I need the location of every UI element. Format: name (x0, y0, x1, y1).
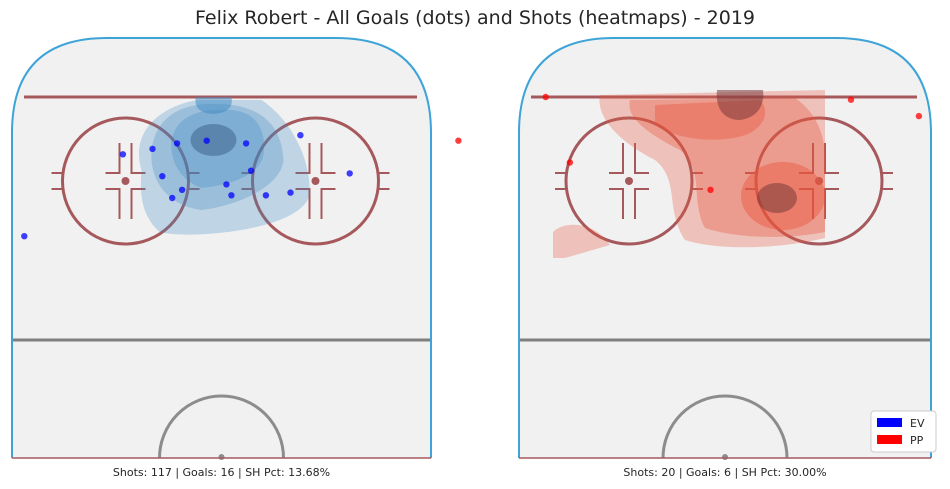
legend-label-pp: PP (910, 434, 924, 447)
heat-level-2 (151, 103, 284, 210)
chart-title: Felix Robert - All Goals (dots) and Shot… (195, 7, 755, 29)
goal-point (707, 186, 714, 193)
goal-point (346, 170, 353, 177)
goals-pp (455, 93, 923, 193)
faceoff-marking (799, 188, 814, 219)
goal-point (262, 192, 270, 199)
heat-level-1 (138, 100, 310, 235)
ice-surface (12, 38, 431, 458)
heat-level-4b (757, 183, 797, 213)
faceoff-circle (564, 116, 694, 246)
shot-heatmap-ev (138, 97, 310, 235)
legend-swatch-ev (877, 418, 902, 427)
faceoff-marking (105, 188, 121, 219)
boards (11, 37, 432, 458)
goal-point (228, 192, 235, 199)
faceoff-marking (320, 188, 336, 219)
goals-ev (21, 132, 353, 240)
heat-level-1b (553, 224, 610, 258)
goal-point (847, 96, 855, 103)
faceoff-marking (320, 143, 336, 174)
legend: EV PP (870, 410, 937, 453)
goal-point (21, 233, 28, 240)
faceoff-dot (815, 177, 823, 185)
faceoff-marking (824, 188, 839, 219)
faceoff-marking (295, 188, 311, 219)
faceoff-dot (625, 177, 633, 185)
goal-point (223, 181, 230, 188)
faceoff-marking (634, 143, 649, 174)
goal-point (542, 93, 549, 101)
goal-point (159, 173, 166, 180)
goal-point (455, 137, 462, 144)
faceoff-marking (130, 143, 146, 174)
faceoff-circle (251, 116, 380, 246)
faceoff-circle (754, 116, 884, 246)
goal-point (178, 186, 186, 193)
goal-point (297, 132, 304, 139)
legend-swatch-pp (877, 435, 902, 444)
faceoff-dot (121, 177, 130, 185)
faceoff-marking (130, 188, 146, 219)
heat-level-4a (716, 90, 764, 120)
faceoff-marking (609, 143, 624, 174)
faceoff-marking (824, 143, 839, 174)
heat-level-top (195, 97, 232, 114)
goal-point (169, 194, 176, 202)
goal-point (203, 137, 210, 144)
faceoff-marking (634, 188, 649, 219)
shot-heatmap-pp (553, 90, 825, 258)
goal-point (149, 145, 156, 153)
goal-point (242, 140, 250, 147)
heat-level-4 (190, 124, 237, 156)
faceoff-dot (311, 177, 320, 185)
center-circle (158, 394, 285, 459)
goal-point (173, 140, 181, 147)
legend-label-ev: EV (910, 417, 925, 430)
faceoff-marking (105, 143, 121, 174)
goal-point (247, 167, 255, 174)
rink-2 (518, 37, 932, 460)
goal-point (915, 112, 923, 120)
panel-caption: Shots: 117 | Goals: 16 | SH Pct: 13.68% (113, 466, 330, 479)
panel-caption: Shots: 20 | Goals: 6 | SH Pct: 30.00% (623, 466, 826, 479)
center-circle (661, 394, 789, 459)
boards (518, 37, 932, 458)
goal-point (566, 159, 574, 166)
goal-point (287, 189, 294, 196)
faceoff-circle (61, 116, 190, 246)
faceoff-marking (609, 188, 624, 219)
legend-box (870, 410, 937, 453)
center-dot (218, 454, 225, 460)
center-dot (722, 454, 728, 460)
faceoff-marking (295, 143, 311, 174)
goal-point (119, 151, 127, 158)
faceoff-marking (799, 143, 814, 174)
